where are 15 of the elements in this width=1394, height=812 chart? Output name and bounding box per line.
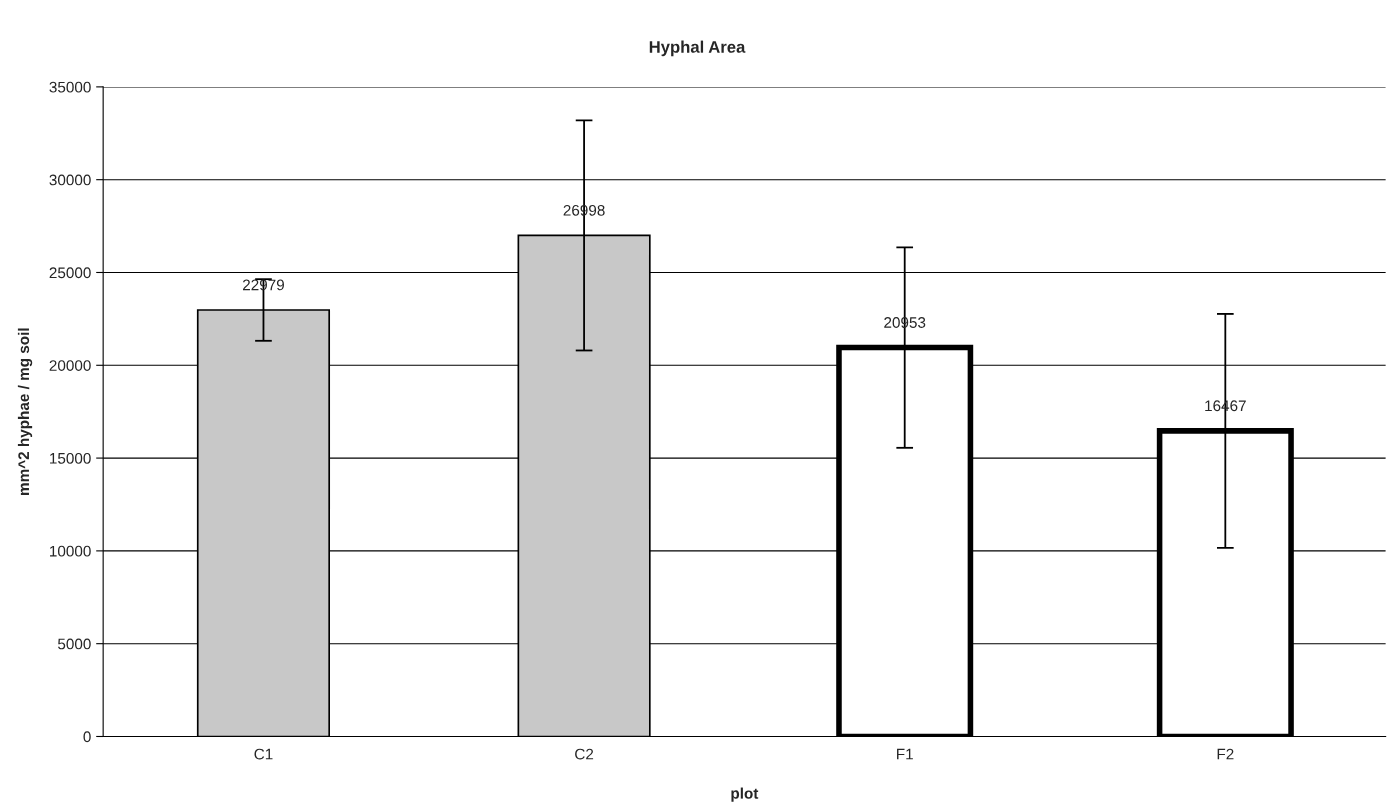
chart-title: Hyphal Area <box>649 40 746 57</box>
y-tick-label: 30000 <box>49 174 91 186</box>
y-axis-title: mm^2 hyphae / mg soil <box>17 328 33 495</box>
y-tick-label: 25000 <box>49 267 91 279</box>
y-tick-label: 15000 <box>50 452 91 464</box>
x-tick-label: C2 <box>575 748 594 760</box>
y-tick-label: 35000 <box>49 81 91 93</box>
x-tick-label: F1 <box>897 748 913 760</box>
y-tick-label: 5000 <box>57 638 91 650</box>
x-axis-title: plot <box>731 787 759 802</box>
y-tick-label: 20000 <box>49 360 91 371</box>
x-tick-label: F2 <box>1217 748 1234 760</box>
y-tick-label: 10000 <box>50 545 91 557</box>
y-tick-label: 0 <box>83 731 91 743</box>
x-tick-label: C1 <box>254 748 273 760</box>
